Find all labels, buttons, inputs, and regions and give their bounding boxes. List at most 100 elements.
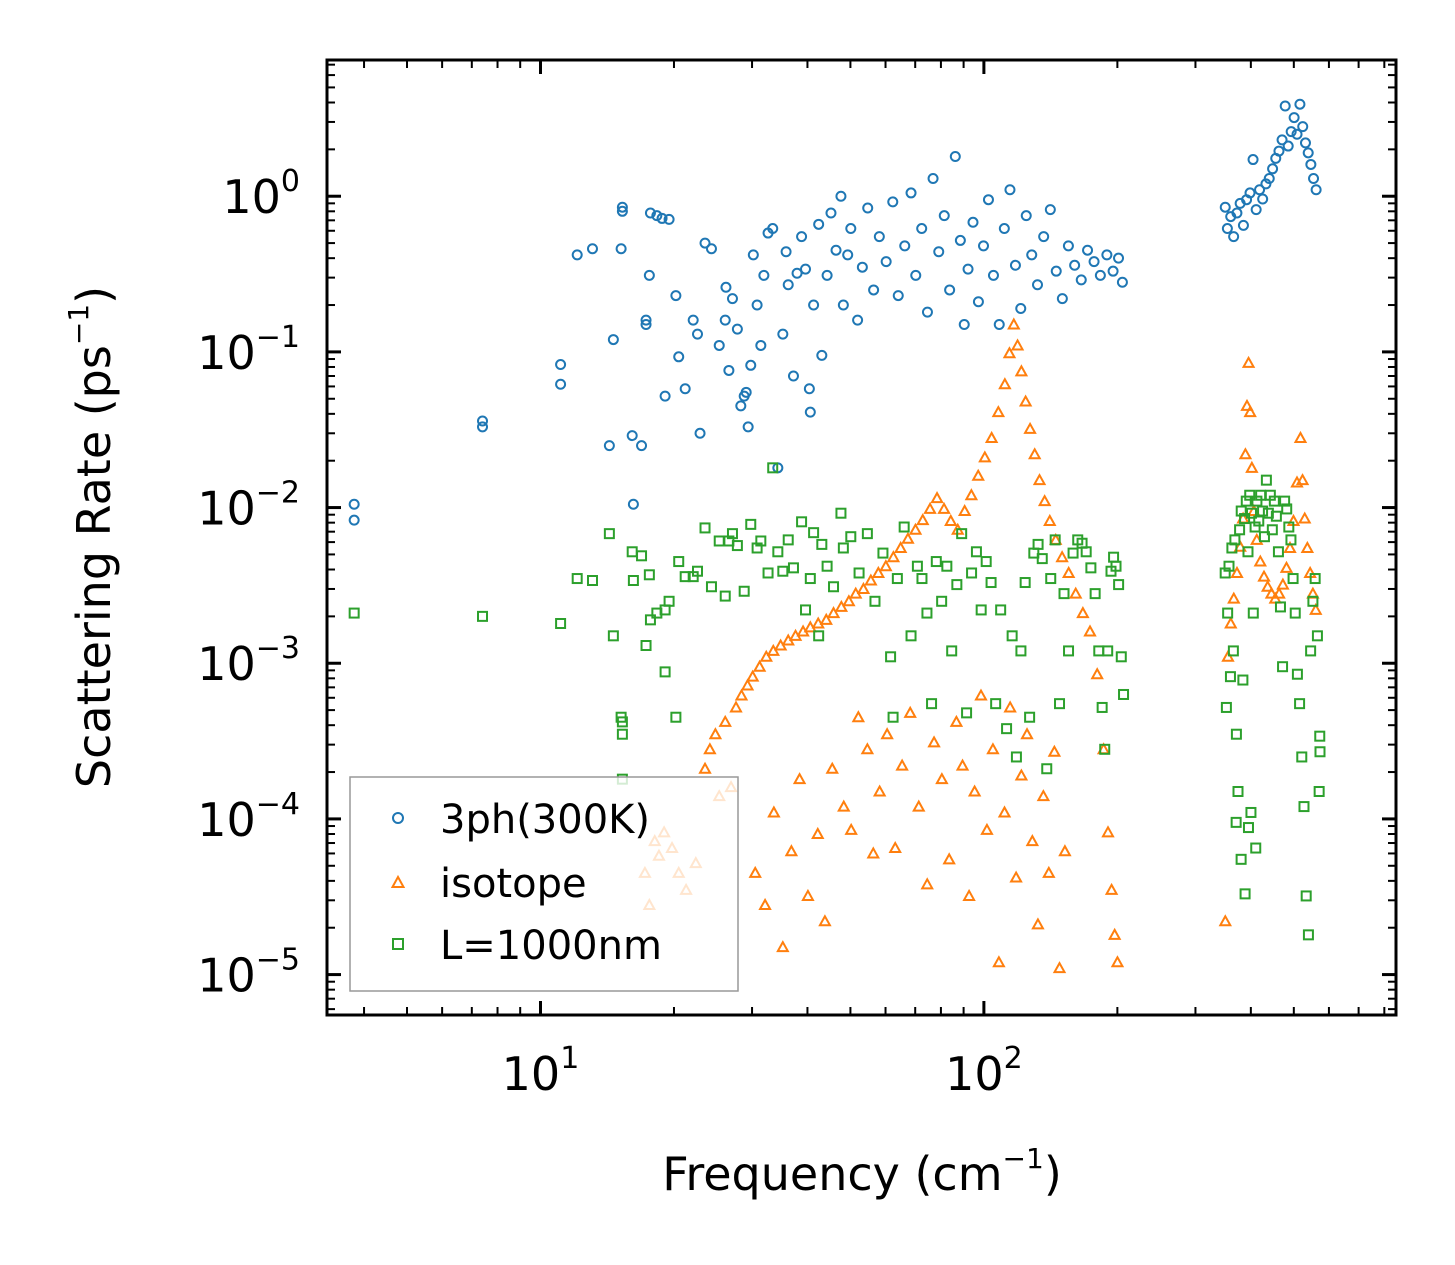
data-point: [1080, 546, 1092, 558]
data-point: [1299, 137, 1311, 149]
data-point: [772, 546, 784, 558]
data-point: [1264, 586, 1279, 599]
data-point: [1118, 688, 1130, 700]
data-point: [720, 281, 732, 293]
data-point: [694, 427, 706, 439]
data-point: [1240, 495, 1252, 507]
data-point: [1015, 303, 1027, 315]
data-point: [899, 240, 911, 252]
data-point: [916, 223, 928, 235]
data-point: [1250, 842, 1262, 854]
data-point: [808, 299, 820, 311]
data-point: [845, 531, 857, 543]
data-point: [656, 212, 668, 224]
data-point: [1110, 955, 1125, 968]
data-point: [1302, 929, 1314, 941]
data-point: [1295, 473, 1310, 486]
data-point: [923, 501, 937, 514]
data-point: [944, 284, 956, 296]
data-point: [1297, 121, 1309, 133]
data-point: [723, 364, 735, 376]
data-point: [699, 522, 711, 534]
data-point: [670, 711, 682, 723]
data-point: [954, 234, 966, 246]
data-point: [1009, 870, 1023, 883]
data-point: [844, 822, 858, 835]
data-point: [851, 710, 866, 723]
data-point: [1239, 888, 1251, 900]
data-point: [910, 269, 922, 281]
data-point: [767, 805, 781, 818]
data-point: [713, 339, 725, 351]
data-point: [477, 415, 489, 427]
data-point: [692, 565, 704, 577]
data-point: [877, 547, 889, 559]
data-point: [966, 567, 978, 579]
data-point: [978, 450, 992, 463]
data-point: [866, 846, 880, 859]
data-point: [640, 314, 652, 326]
data-point: [837, 799, 851, 812]
data-point: [1001, 723, 1013, 735]
data-point: [745, 669, 760, 682]
data-point: [819, 612, 833, 625]
data-point: [930, 491, 944, 504]
data-point: [992, 955, 1006, 968]
data-point: [978, 240, 990, 252]
data-point: [616, 716, 628, 728]
data-point: [718, 714, 732, 727]
data-point: [936, 595, 948, 607]
data-point: [1247, 154, 1259, 166]
data-point: [927, 735, 941, 748]
data-point: [1113, 579, 1125, 591]
data-point: [856, 581, 871, 594]
data-point: [872, 784, 887, 797]
data-point: [816, 538, 828, 550]
data-point: [880, 727, 894, 740]
data-point: [796, 231, 808, 243]
legend-box: [349, 776, 739, 992]
data-point: [916, 513, 930, 526]
data-point: [1107, 927, 1122, 940]
y-tick-label: 10−2: [197, 476, 300, 536]
x-tick-label: 101: [502, 1041, 580, 1101]
data-point: [555, 378, 567, 390]
data-point: [1294, 698, 1306, 710]
data-point: [1253, 554, 1267, 567]
data-point: [800, 604, 812, 616]
data-point: [731, 540, 743, 552]
data-point: [1069, 259, 1081, 271]
data-point: [1036, 789, 1051, 802]
data-point: [1237, 674, 1249, 686]
data-point: [993, 318, 1005, 330]
data-point: [740, 386, 752, 398]
data-point: [705, 581, 717, 593]
data-point: [1242, 546, 1254, 558]
data-point: [1113, 252, 1125, 264]
data-point: [835, 507, 847, 519]
data-point: [1054, 698, 1066, 710]
data-point: [1222, 607, 1234, 619]
data-point: [933, 246, 945, 258]
data-point: [1242, 822, 1254, 834]
data-point: [755, 535, 767, 547]
data-point: [1263, 172, 1275, 184]
data-point: [926, 698, 938, 710]
data-point: [1243, 405, 1257, 418]
data-point: [1291, 128, 1303, 140]
data-point: [808, 527, 820, 539]
data-point: [1219, 201, 1231, 213]
data-point: [826, 606, 841, 619]
data-point: [643, 269, 655, 281]
data-point: [603, 440, 615, 452]
data-point: [949, 714, 964, 727]
data-point: [1038, 231, 1050, 243]
data-point: [1285, 126, 1297, 138]
data-point: [1020, 727, 1034, 740]
data-point: [1055, 550, 1069, 563]
data-point: [880, 256, 892, 268]
data-point: [1313, 785, 1325, 797]
data-point: [975, 604, 987, 616]
data-point: [745, 518, 757, 530]
